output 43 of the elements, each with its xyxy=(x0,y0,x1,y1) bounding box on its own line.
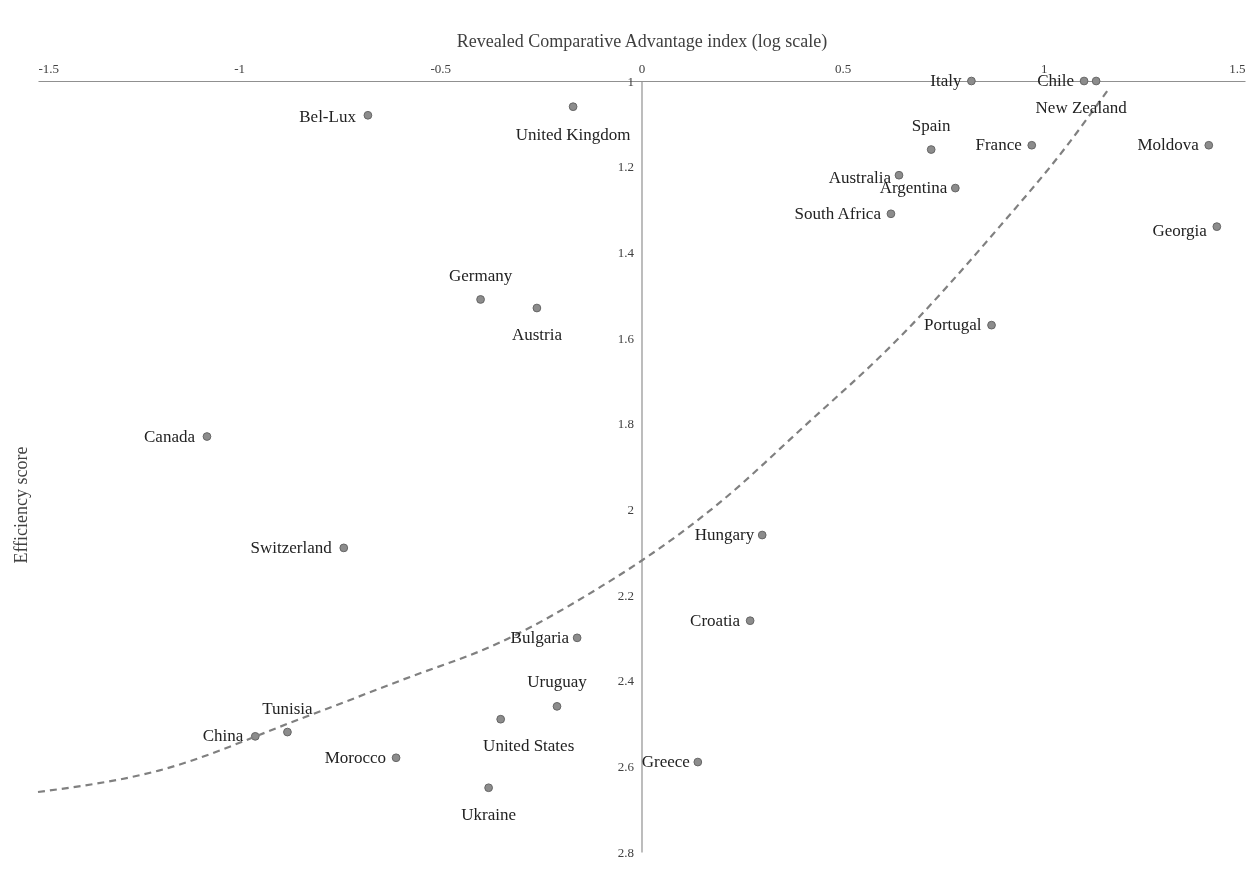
annotation: South Africa xyxy=(794,203,882,223)
annotation: Germany xyxy=(448,266,513,286)
y-tick-label: 2.8 xyxy=(617,844,634,860)
x-tick-label: -0.5 xyxy=(430,60,452,76)
x-tick-label: 0 xyxy=(638,60,646,76)
annotation: Canada xyxy=(144,426,196,446)
annotation: Croatia xyxy=(690,610,741,630)
annotation: Ukraine xyxy=(461,804,516,824)
annotation: Austria xyxy=(511,325,563,345)
y-tick-label: 2.4 xyxy=(617,673,635,689)
annotation: Hungary xyxy=(694,525,755,545)
annotation: Italy xyxy=(930,71,962,90)
y-tick-label: 2 xyxy=(627,501,634,517)
annotation: Bulgaria xyxy=(510,627,570,647)
x-tick-label: 0.5 xyxy=(835,60,852,76)
x-axis-title: Revealed Comparative Advantage index (log scale) xyxy=(456,30,828,52)
annotation: China xyxy=(202,726,244,746)
annotation: Georgia xyxy=(1152,220,1208,240)
annotation: Spain xyxy=(911,115,952,135)
annotation: United Kingdom xyxy=(515,124,631,144)
annotation: Bel-Lux xyxy=(299,107,357,127)
annotation: United States xyxy=(483,736,575,756)
y-tick-label: 1.6 xyxy=(617,330,635,346)
x-tick-label: 1.5 xyxy=(1229,60,1246,76)
y-tick-label: 1.4 xyxy=(617,244,635,260)
x-tick-label: -1.5 xyxy=(38,60,60,76)
y-tick-label: 2.6 xyxy=(617,758,635,774)
annotation: Uruguay xyxy=(527,672,588,692)
y-tick-label: 1 xyxy=(627,73,634,89)
annotation: Greece xyxy=(641,752,690,772)
annotation: Switzerland xyxy=(250,537,333,557)
annotation: Moldova xyxy=(1137,135,1200,155)
annotation: Portugal xyxy=(923,315,982,335)
y-tick-label: 1.2 xyxy=(617,159,634,175)
y-axis-title: Efficiency score xyxy=(11,446,31,564)
y-tick-label: 1.8 xyxy=(617,416,634,432)
annotation: Tunisia xyxy=(262,699,314,719)
y-tick-label: 2.2 xyxy=(617,587,634,603)
annotation: France xyxy=(975,135,1022,155)
annotation: Morocco xyxy=(324,747,387,767)
x-tick-label: -1 xyxy=(234,60,246,76)
x-tick-label: 1 xyxy=(1041,60,1048,76)
annotation: New Zealand xyxy=(1035,98,1128,117)
